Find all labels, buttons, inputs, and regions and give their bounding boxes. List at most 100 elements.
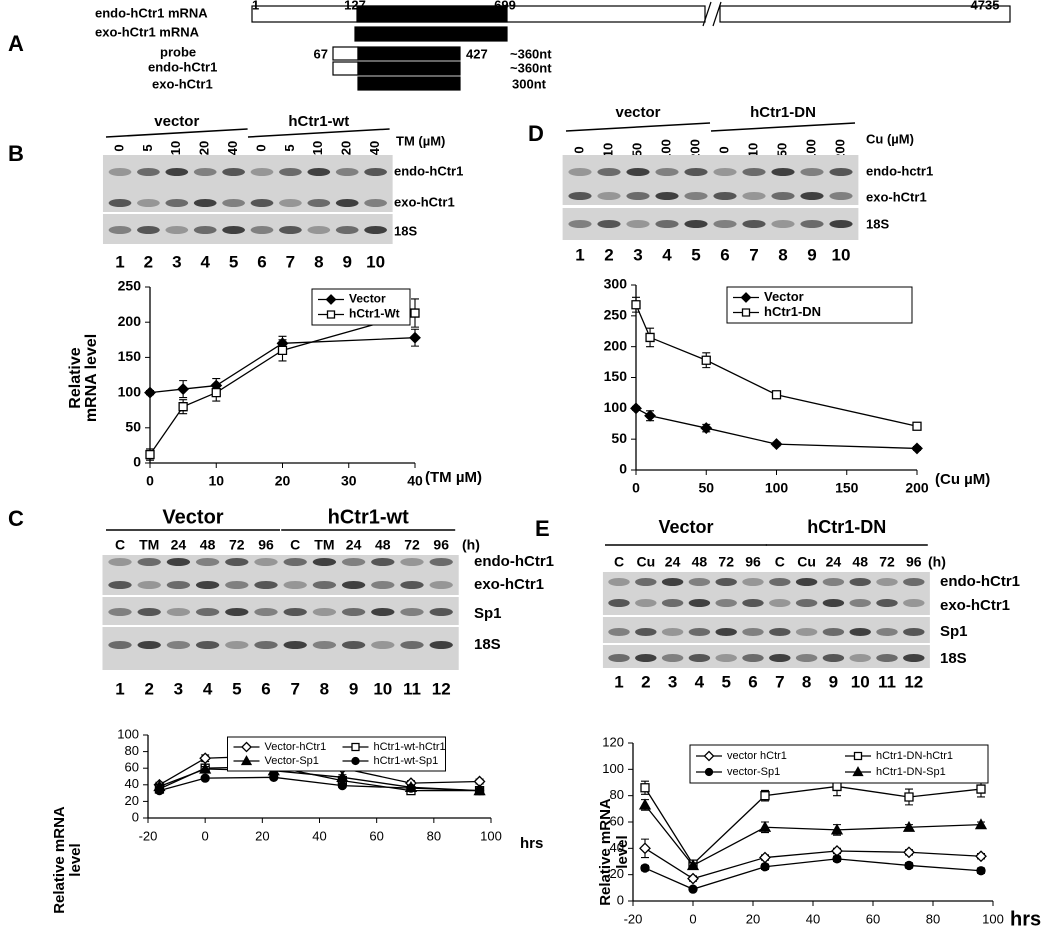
band [137, 641, 161, 649]
legend-marker [240, 755, 253, 766]
y-tick-label: 80 [610, 787, 624, 802]
y-tick-label: 200 [118, 313, 142, 329]
legend-marker [853, 751, 863, 761]
band [195, 581, 220, 589]
band [903, 599, 925, 607]
marker [758, 820, 772, 832]
lane-number: 5 [232, 679, 241, 698]
group-label: hCtr1-wt [328, 506, 409, 528]
lane-number: 12 [432, 679, 451, 698]
band [771, 220, 795, 228]
lane-number: 6 [261, 679, 270, 698]
legend-label: Vector [349, 292, 386, 306]
band [655, 168, 679, 176]
band [312, 558, 337, 566]
lane-number: 1 [115, 679, 124, 698]
x-tick-label: 0 [202, 828, 209, 843]
band-label: endo-hctr1 [866, 163, 933, 178]
marker [630, 402, 642, 415]
row-label: exo-hCtr1 [152, 76, 213, 91]
band [800, 220, 824, 228]
x-tick-label: 10 [208, 473, 224, 489]
gel-panel [602, 572, 930, 615]
x-tick-label: 40 [312, 828, 326, 843]
gel-panel [602, 617, 930, 643]
marker [760, 791, 770, 801]
marker [269, 772, 279, 782]
lane-header: 0 [716, 146, 731, 153]
band [429, 581, 453, 589]
lane-number: 8 [320, 679, 329, 698]
marker [911, 442, 923, 455]
position-label: 67 [314, 46, 328, 61]
lane-header: C [290, 537, 300, 553]
y-tick-label: 0 [617, 892, 624, 907]
position-label: 427 [466, 46, 488, 61]
band [795, 654, 818, 662]
band [166, 581, 191, 589]
band [108, 168, 132, 176]
marker [974, 818, 988, 830]
legend-label: Vector-hCtr1 [265, 741, 327, 753]
lane-header: 0 [253, 144, 268, 151]
y-tick-label: 40 [610, 840, 624, 855]
unit-label: (h) [928, 554, 946, 570]
exo-bar [354, 26, 508, 42]
band [800, 192, 824, 200]
marker [770, 438, 783, 451]
lane-number: 1 [614, 672, 623, 691]
lane-number: 4 [203, 679, 213, 698]
band [193, 226, 217, 234]
row-label: probe [160, 44, 196, 59]
band [876, 654, 898, 662]
band-label: 18S [940, 650, 967, 667]
band [166, 608, 191, 616]
legend-label: hCtr1-Wt [349, 307, 400, 321]
band [312, 581, 337, 589]
band [195, 608, 220, 616]
orf-bar [356, 5, 508, 23]
marker [200, 773, 210, 783]
y-tick-label: 250 [604, 307, 628, 323]
band [283, 641, 307, 649]
band [364, 168, 387, 176]
y-tick-label: 150 [118, 348, 142, 364]
band [335, 168, 359, 176]
lane-header: 40 [225, 141, 240, 155]
unit-label: TM (µM) [396, 133, 445, 148]
marker [686, 859, 700, 871]
y-tick-label: 100 [604, 399, 628, 415]
lane-header: 48 [852, 554, 868, 570]
position-label: 127 [344, 0, 366, 12]
band [771, 192, 795, 200]
band [822, 599, 845, 607]
lane-header: 48 [200, 537, 216, 553]
band [715, 599, 737, 607]
lane-header: 72 [404, 537, 420, 553]
lane-number: 4 [695, 672, 705, 691]
group-label: vector [615, 104, 660, 121]
x-tick-label: 20 [255, 828, 269, 843]
band [341, 608, 366, 616]
x-tick-label: 40 [806, 911, 820, 926]
band [312, 641, 337, 649]
band [165, 199, 189, 207]
y-tick-label: 100 [602, 761, 624, 776]
marker [178, 402, 188, 412]
marker [976, 866, 986, 876]
legend-marker [852, 766, 864, 777]
band [713, 220, 737, 228]
x-axis-label: hrs [1010, 908, 1041, 930]
band [822, 654, 845, 662]
legend-label: hCtr1-wt-hCtr1 [374, 741, 446, 753]
band [769, 578, 791, 586]
band [193, 168, 217, 176]
marker [975, 850, 987, 863]
band [608, 654, 630, 662]
lane-header: 96 [258, 537, 274, 553]
band [742, 578, 764, 586]
panel-label: E [535, 516, 550, 541]
lane-number: 2 [144, 252, 153, 271]
legend-marker [326, 310, 336, 319]
